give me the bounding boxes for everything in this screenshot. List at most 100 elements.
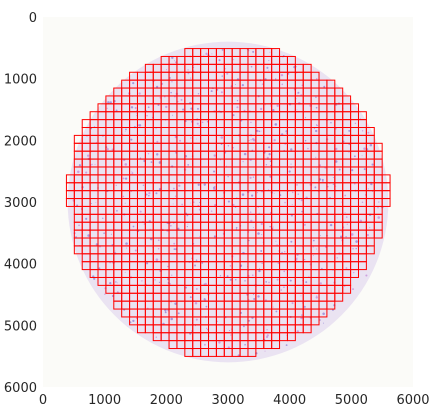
stain-speck [197,93,200,95]
stain-speck [194,302,198,305]
stain-speck [156,85,159,88]
stain-speck [290,214,293,217]
stain-speck [291,302,294,305]
stain-speck [203,54,205,56]
stain-speck [124,163,128,166]
stain-speck [94,163,96,165]
stain-speck [218,341,221,344]
stain-speck [280,73,284,77]
stain-speck [107,101,110,104]
stain-speck [206,121,209,123]
y-tick-label: 5000 [4,319,37,334]
stain-speck [138,124,142,127]
stain-speck [220,136,224,139]
stain-speck [194,264,196,267]
stain-speck [233,59,235,61]
y-tick-label: 0 [29,11,37,26]
stain-speck [319,319,321,321]
stain-speck [268,281,270,284]
stain-speck [295,98,297,100]
stain-speck [285,344,288,347]
x-tick-label: 6000 [396,393,429,408]
stain-speck [353,155,356,158]
tile-grid [65,48,391,357]
stain-speck [122,177,125,180]
stain-speck [227,175,229,178]
stain-speck [363,168,366,171]
stain-speck [236,106,239,109]
stain-speck [329,223,333,227]
stain-speck [296,330,299,333]
stain-speck [155,192,158,195]
stain-speck [269,105,272,107]
stain-speck [264,104,266,106]
stain-speck [249,211,252,213]
stain-speck [304,259,306,261]
stain-speck [154,279,156,281]
stain-speck [187,72,190,75]
stain-speck [249,176,252,179]
stain-speck [186,141,188,144]
stain-speck [141,280,143,282]
stain-speck [186,214,189,217]
stain-speck [172,187,175,190]
stain-speck [316,295,318,297]
stain-speck [173,248,176,251]
stain-speck [158,188,162,191]
stain-speck [361,201,364,203]
stain-speck [236,100,239,102]
stain-speck [197,183,200,186]
stain-speck [256,192,258,194]
stain-speck [257,232,260,235]
stain-speck [218,59,221,62]
stain-speck [195,259,198,261]
stain-speck [234,84,236,86]
stain-speck [308,276,310,277]
stain-speck [134,249,137,252]
stain-speck [157,104,160,107]
stain-speck [192,201,195,204]
stain-speck [194,325,196,327]
stain-speck [265,164,268,166]
stain-speck [353,271,355,274]
stain-speck [248,239,250,242]
stain-speck [171,81,173,83]
stain-speck [354,122,357,125]
stain-speck [78,164,81,167]
stain-speck [114,250,116,252]
stain-speck [248,140,250,141]
x-tick-label: 2000 [150,393,183,408]
stain-speck [304,117,307,119]
stain-speck [264,78,267,81]
stain-speck [86,154,90,157]
stain-speck [211,53,213,55]
x-axis: 0 1000 2000 3000 4000 5000 6000 [39,393,430,408]
stain-speck [269,225,271,228]
stain-speck [300,317,303,320]
stain-speck [165,105,168,109]
stain-speck [106,147,109,151]
stain-speck [266,156,269,159]
stain-speck [196,122,199,125]
stain-speck [243,325,245,328]
stain-speck [277,262,280,265]
stain-speck [361,130,364,132]
stain-speck [252,50,255,53]
stain-speck [315,296,318,299]
stain-speck [276,278,279,281]
stain-speck [314,129,318,133]
stain-speck [275,78,277,80]
stain-speck [190,77,192,79]
stain-speck [174,195,176,197]
tissue-image [67,41,389,363]
stain-speck [204,282,207,286]
stain-speck [95,243,98,246]
stain-speck [296,109,298,111]
stain-speck [281,83,284,86]
stain-speck [169,282,171,285]
tile [326,300,336,310]
stain-speck [229,278,232,281]
stain-speck [281,251,283,254]
stain-speck [307,147,309,150]
stain-speck [244,280,246,282]
